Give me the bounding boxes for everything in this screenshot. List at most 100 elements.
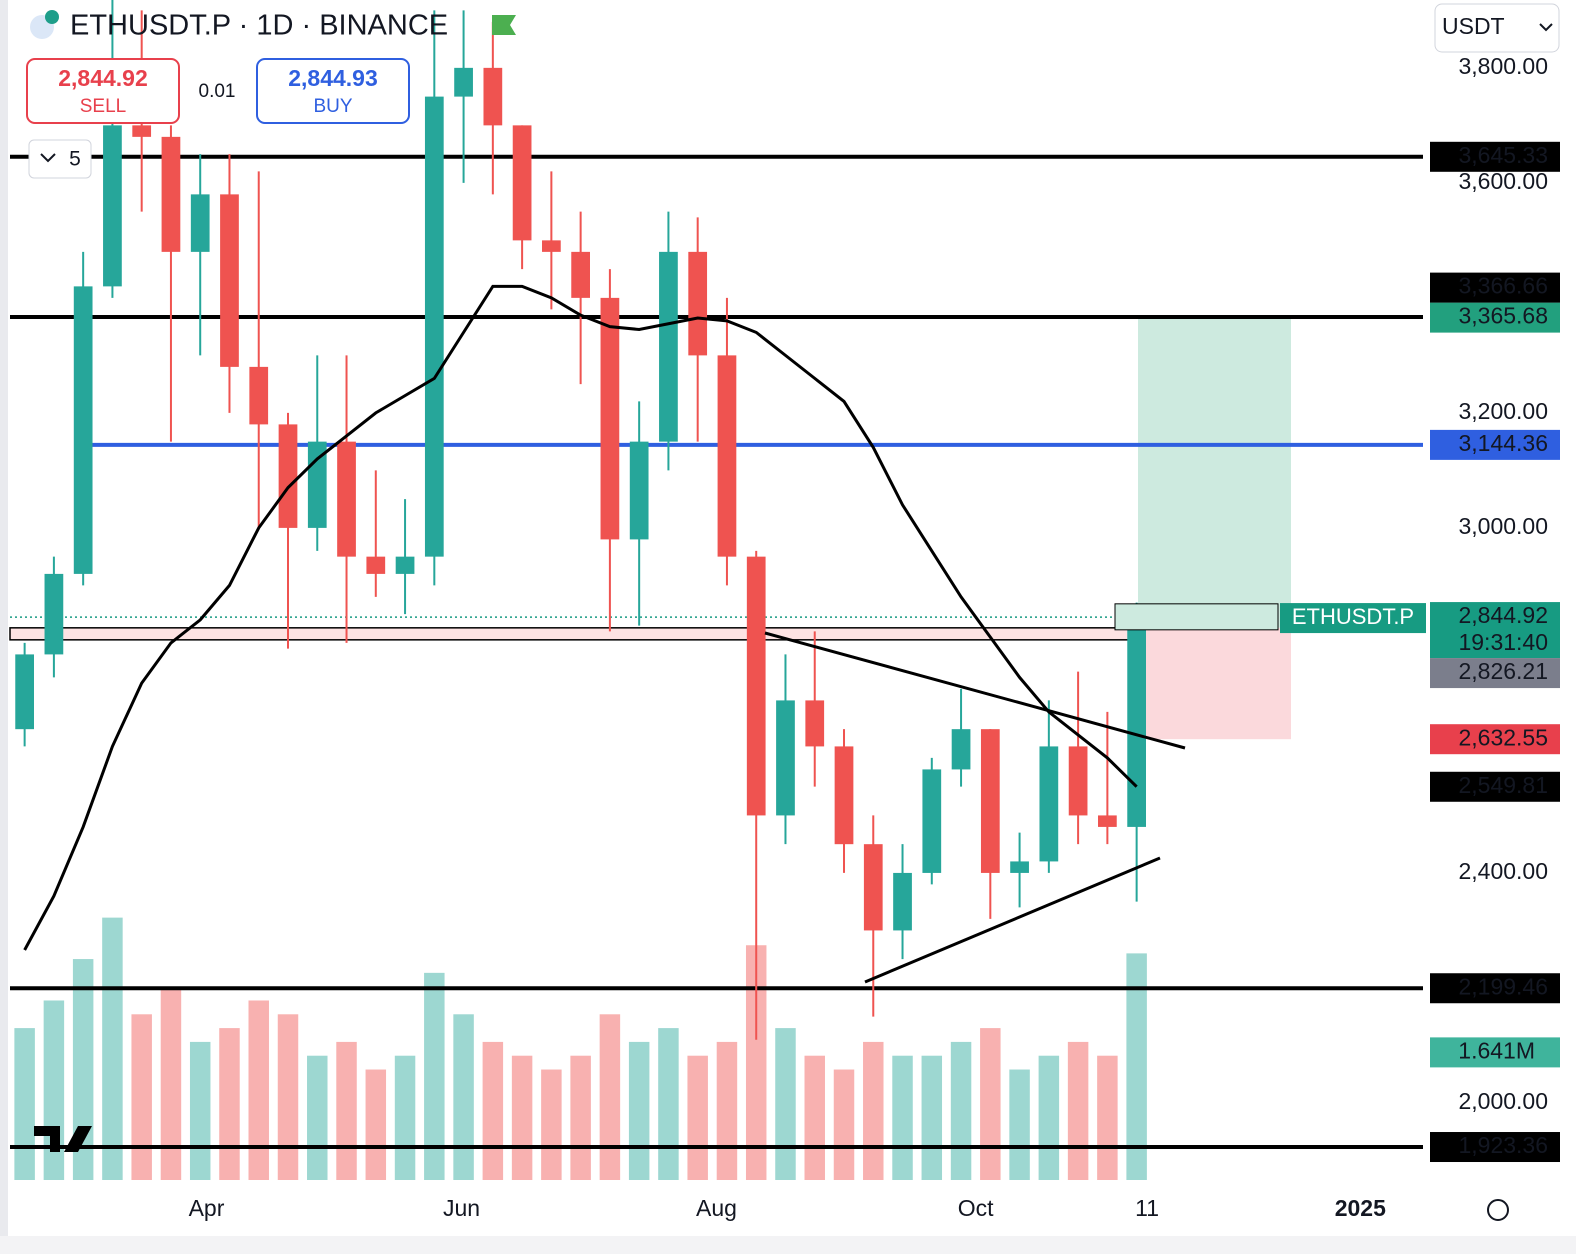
chart-title: ETHUSDT.P · 1D · BINANCE <box>70 10 448 42</box>
volume-bar <box>131 1014 152 1180</box>
candle-body <box>278 424 298 528</box>
price-label: 3,366.66 <box>1458 273 1548 299</box>
position-box <box>1114 603 1279 631</box>
candle-body <box>512 125 532 241</box>
volume-bar <box>541 1069 562 1180</box>
sell-price: 2,844.92 <box>58 65 148 91</box>
sell-button[interactable] <box>26 58 180 124</box>
left-edge <box>0 0 8 1254</box>
candle-body <box>454 67 473 97</box>
volume-bar <box>43 1000 65 1180</box>
volume-label: 1.641M <box>1458 1037 1535 1063</box>
candle-body <box>424 96 444 557</box>
volume-bar <box>804 1055 825 1180</box>
plot-area <box>9 0 1423 1180</box>
volume-bar <box>628 1041 650 1180</box>
trendline <box>864 856 1161 984</box>
volume-bar <box>980 1028 1001 1180</box>
volume-bar <box>1009 1069 1030 1180</box>
candle-body <box>249 366 269 425</box>
candle-body <box>834 746 854 845</box>
candle-body <box>542 240 561 252</box>
volume-bar <box>687 1055 708 1180</box>
volume-bar <box>745 945 767 1180</box>
candle-body <box>659 251 678 442</box>
price-label: 3,365.68 <box>1458 303 1548 329</box>
volume-bar <box>424 972 445 1180</box>
indicator-toggle[interactable] <box>28 139 92 179</box>
candle-body <box>863 844 883 931</box>
currency-select[interactable] <box>1434 3 1560 53</box>
price-label: 2,844.92 <box>1458 602 1548 628</box>
price-label-bg <box>1430 658 1560 689</box>
volume-bar <box>511 1055 533 1180</box>
x-tick-label: 11 <box>1135 1195 1159 1221</box>
x-tick-label: Jun <box>443 1195 480 1221</box>
y-tick-label: 3,200.00 <box>1458 398 1548 424</box>
candle-body <box>1039 746 1059 862</box>
symbol-tag <box>1280 603 1426 634</box>
price-label-bg <box>1430 973 1560 1004</box>
volume-bar <box>921 1055 943 1180</box>
volume-bar <box>72 959 94 1180</box>
candle-body <box>776 700 795 816</box>
volume-bar <box>716 1041 738 1180</box>
x-tick-label: Aug <box>696 1195 737 1221</box>
price-label-bg <box>1430 141 1560 172</box>
y-tick-label: 2,000.00 <box>1458 1088 1548 1114</box>
candle-body <box>1010 861 1029 873</box>
price-label-bg <box>1430 724 1560 755</box>
volume-bar <box>570 1055 591 1180</box>
candle-body <box>1068 746 1088 816</box>
price-label-bg <box>1430 602 1560 659</box>
price-label-bg <box>1430 771 1560 802</box>
candle-body <box>366 556 386 574</box>
volume-bar <box>365 1069 387 1180</box>
bottom-edge <box>0 1236 1576 1254</box>
candle-body <box>15 654 34 730</box>
candle-body <box>190 194 210 252</box>
volume-bar <box>950 1041 972 1180</box>
volume-bar <box>102 917 123 1180</box>
candle-body <box>951 729 971 770</box>
chevron <box>40 153 56 163</box>
candle-body <box>922 769 942 873</box>
volume-bar <box>1097 1055 1118 1180</box>
volume-bar <box>775 1028 796 1180</box>
candle-body <box>717 355 737 557</box>
stop-zone <box>1138 627 1291 740</box>
y-tick-label: 3,800.00 <box>1458 53 1548 79</box>
sell-label: SELL <box>80 96 126 117</box>
volume-bar <box>658 1028 679 1180</box>
candle-body <box>980 729 1000 873</box>
candle-body <box>103 125 122 287</box>
candle-body <box>161 136 181 252</box>
volume-bar <box>453 1014 474 1180</box>
volume-bar <box>307 1055 328 1180</box>
trendline <box>764 631 1186 750</box>
price-label: 3,645.33 <box>1458 142 1548 168</box>
volume-bar <box>1126 953 1147 1180</box>
y-tick-label: 3,000.00 <box>1458 513 1548 539</box>
buy-label: BUY <box>313 96 352 117</box>
spread: 0.01 <box>199 81 236 102</box>
chevron <box>1539 23 1553 32</box>
candle-body <box>44 573 64 655</box>
moving-average <box>23 284 1138 951</box>
volume-bar <box>482 1041 504 1180</box>
indicator-count: 5 <box>69 148 81 171</box>
volume-bar <box>599 1014 621 1180</box>
candle-body <box>220 194 239 367</box>
x-tick-label: 2025 <box>1335 1195 1386 1221</box>
buy-button[interactable] <box>256 58 410 124</box>
candle-body <box>805 700 825 747</box>
settings-icon[interactable] <box>1487 1199 1509 1221</box>
volume-bar <box>833 1069 855 1180</box>
volume-label-bg <box>1430 1037 1560 1068</box>
volume-bar <box>160 986 182 1180</box>
x-tick-label: Oct <box>958 1195 994 1221</box>
target-zone <box>1138 317 1291 628</box>
x-tick-label: Apr <box>189 1195 225 1221</box>
volume-bar <box>14 1028 35 1180</box>
